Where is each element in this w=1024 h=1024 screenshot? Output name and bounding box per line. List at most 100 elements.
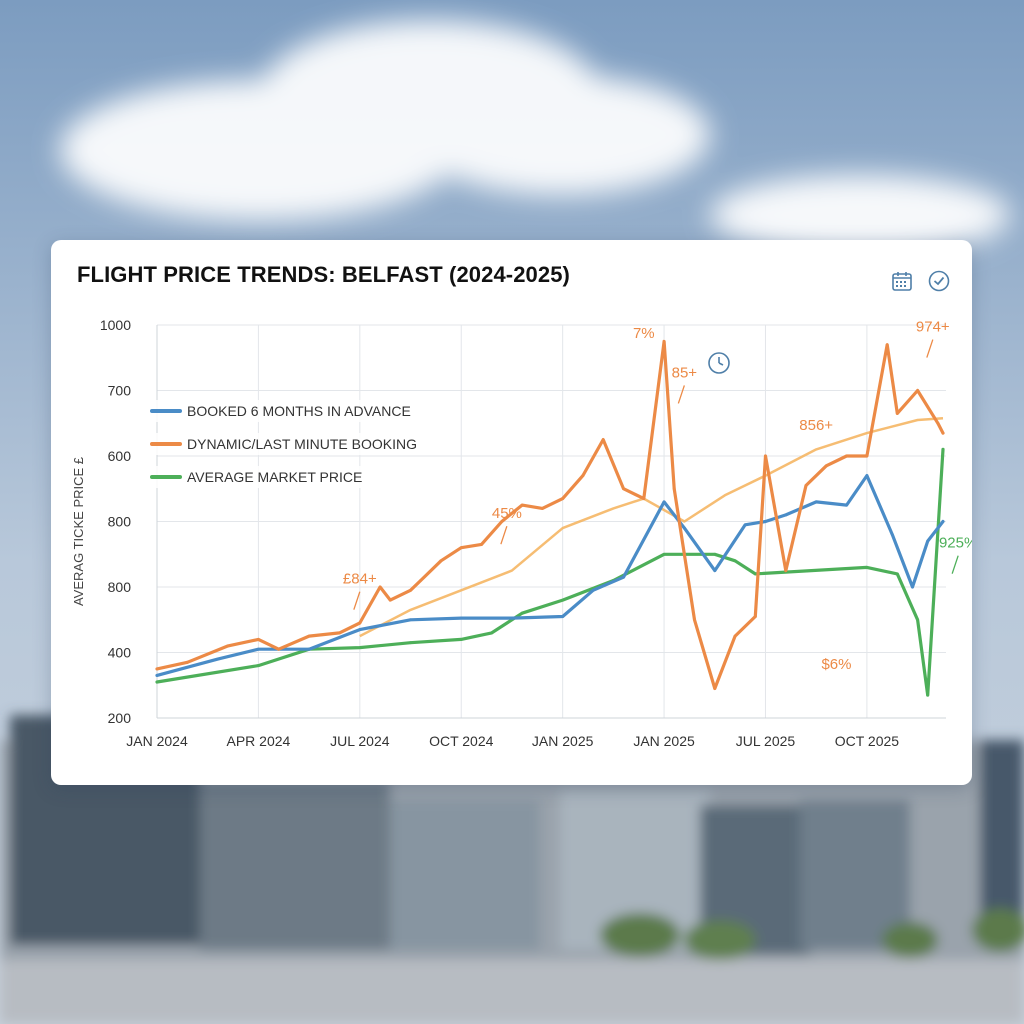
annotation-arrow	[677, 385, 685, 404]
x-tick-label: APR 2024	[226, 733, 290, 749]
data-point-average	[520, 611, 524, 615]
series	[155, 339, 945, 697]
data-point-dynamic	[895, 412, 899, 415]
data-point-dynamic	[520, 503, 524, 507]
data-point-dynamic	[186, 660, 189, 664]
data-point-booked	[459, 616, 463, 620]
data-point-booked	[911, 585, 914, 589]
annotation-label: 7%	[633, 325, 655, 342]
grid	[156, 324, 946, 719]
data-point-dynamic	[500, 520, 504, 523]
data-point-dynamic	[936, 421, 940, 425]
data-point-dynamic	[642, 497, 646, 500]
annotation-label: $6%	[821, 656, 851, 673]
x-tick-label: OCT 2025	[835, 733, 900, 749]
data-point-dynamic	[419, 579, 423, 582]
data-point-dynamic	[358, 621, 362, 625]
data-point-booked	[216, 657, 220, 661]
data-point-average	[941, 448, 945, 451]
x-tick-label: JAN 2025	[633, 733, 695, 749]
annotation-label: 85+	[672, 364, 698, 381]
data-point-dynamic	[733, 634, 737, 638]
data-point-booked	[591, 588, 595, 592]
data-point-dynamic	[865, 454, 869, 458]
data-point-dynamic	[307, 634, 311, 638]
series-line-dynamic	[155, 339, 945, 691]
series-line-booked	[155, 474, 945, 677]
chart-card: FLIGHT PRICE TRENDS: BELFAST (2024-2025)…	[51, 240, 972, 785]
data-point-booked	[845, 503, 849, 507]
x-tick-label: JAN 2025	[532, 733, 594, 749]
data-point-dynamic	[804, 484, 808, 487]
data-point-dynamic	[338, 631, 341, 635]
line-chart: 200 400 800 800 600 700 1000 JAN 2024 APR 2024 JU…	[71, 317, 972, 749]
data-point-dynamic	[662, 339, 666, 343]
data-point-booked	[155, 674, 159, 677]
y-tick-label: 800	[108, 579, 132, 595]
data-point-dynamic	[277, 647, 281, 651]
data-point-dynamic	[439, 559, 443, 563]
data-point-dynamic	[480, 543, 483, 546]
legend-backdrop	[151, 400, 426, 422]
data-point-booked	[409, 618, 412, 622]
legend-label: BOOKED 6 MONTHS IN ADVANCE	[187, 403, 411, 419]
y-tick-label: 800	[108, 514, 132, 530]
chart-title: FLIGHT PRICE TRENDS: BELFAST (2024-2025)	[77, 262, 570, 287]
data-point-dynamic	[581, 474, 585, 478]
data-point-booked	[561, 615, 565, 618]
data-point-booked	[743, 523, 747, 527]
data-point-dynamic	[941, 431, 945, 435]
data-point-dynamic	[409, 588, 412, 592]
data-point-dynamic	[388, 598, 392, 602]
annotations: 7% 85+ 974+ 856+ 45% £84+ 925% $6%	[343, 319, 972, 673]
annotation-arrow	[951, 555, 959, 574]
data-point-dynamic	[713, 687, 717, 690]
y-tick-label: 400	[108, 645, 132, 661]
data-point-dynamic	[845, 454, 849, 458]
clock-marker-icon	[708, 352, 730, 374]
data-point-dynamic	[764, 454, 767, 458]
data-point-average	[358, 646, 362, 649]
data-point-booked	[784, 513, 788, 517]
data-point-booked	[926, 539, 930, 543]
data-point-dynamic	[693, 618, 696, 622]
data-point-average	[459, 638, 463, 641]
y-tick-label: 700	[108, 383, 132, 399]
annotation-arrow	[926, 339, 934, 358]
data-point-average	[662, 552, 666, 556]
data-point-booked	[764, 520, 767, 523]
x-tick-label: OCT 2024	[429, 733, 494, 749]
data-point-dynamic	[885, 343, 889, 347]
data-point-average	[733, 559, 737, 563]
data-point-dynamic	[378, 585, 382, 589]
data-point-dynamic	[601, 438, 605, 442]
clock-check-icon[interactable]	[926, 268, 952, 294]
legend-backdrop	[151, 466, 426, 488]
data-point-booked	[358, 628, 362, 631]
legend-label: AVERAGE MARKET PRICE	[187, 469, 362, 485]
data-point-dynamic	[226, 644, 230, 648]
legend-label: DYNAMIC/LAST MINUTE BOOKING	[187, 436, 417, 452]
axes: 200 400 800 800 600 700 1000 JAN 2024 APR 2024 JU…	[71, 317, 946, 749]
data-point-booked	[713, 569, 717, 573]
data-point-average	[895, 572, 899, 576]
data-point-dynamic	[561, 497, 565, 500]
y-tick-label: 200	[108, 710, 132, 726]
data-point-average	[865, 565, 869, 569]
data-point-average	[713, 552, 717, 556]
data-point-average	[916, 618, 920, 622]
calendar-icon[interactable]	[889, 268, 915, 294]
data-point-dynamic	[155, 667, 159, 671]
data-point-booked	[865, 474, 869, 478]
x-tick-label: JUL 2025	[736, 733, 796, 749]
data-point-booked	[257, 647, 260, 651]
annotation-label: 45%	[492, 505, 522, 522]
data-point-average	[753, 572, 757, 576]
data-point-average	[561, 598, 565, 602]
annotation-label: 974+	[916, 319, 950, 336]
data-point-dynamic	[540, 507, 544, 510]
data-point-dynamic	[753, 615, 757, 618]
annotation-arrow	[353, 591, 361, 610]
legend: BOOKED 6 MONTHS IN ADVANCE DYNAMIC/LAST M…	[150, 400, 426, 488]
data-point-dynamic	[824, 464, 828, 468]
